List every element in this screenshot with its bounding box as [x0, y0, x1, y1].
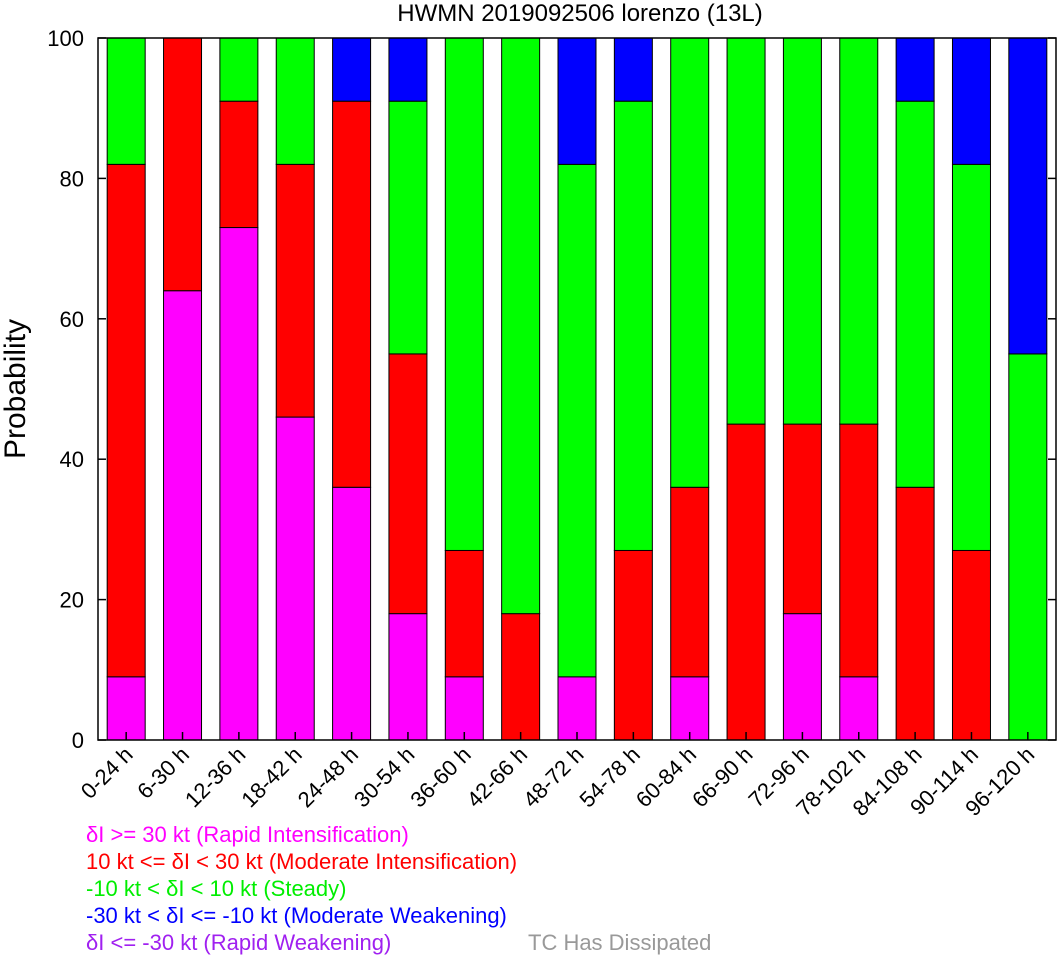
bar-mw-14: [895, 37, 935, 102]
y-tick-label-0: 0: [72, 728, 84, 753]
bar-steady-9: [613, 100, 653, 551]
legend-steady: -10 kt < δI < 10 kt (Steady): [86, 876, 346, 901]
bar-ri-10: [670, 676, 710, 741]
bar-steady-14: [895, 100, 935, 488]
bar-steady-13: [839, 37, 879, 425]
x-tick-label-0: 0-24 h: [76, 742, 138, 804]
x-tick-label-3: 18-42 h: [236, 742, 306, 812]
x-tick-label-2: 12-36 h: [180, 742, 250, 812]
x-tick-label-9: 54-78 h: [574, 742, 644, 812]
x-tick-label-5: 30-54 h: [349, 742, 419, 812]
bar-ri-1: [163, 290, 203, 741]
bar-mi-9: [613, 549, 653, 741]
bar-mi-14: [895, 486, 935, 741]
bar-mw-16: [1008, 37, 1048, 355]
bar-steady-5: [388, 100, 428, 355]
bar-mw-9: [613, 37, 653, 102]
y-tick-label-40: 40: [60, 447, 84, 472]
bar-mw-5: [388, 37, 428, 102]
bar-mi-3: [275, 163, 315, 418]
legend-mi: 10 kt <= δI < 30 kt (Moderate Intensific…: [86, 849, 517, 874]
bar-mi-6: [444, 549, 484, 678]
bar-ri-8: [557, 676, 597, 741]
y-axis-label: Probability: [0, 319, 32, 459]
bar-mi-13: [839, 423, 879, 678]
y-tick-label-80: 80: [60, 166, 84, 191]
x-tick-label-8: 48-72 h: [518, 742, 588, 812]
legend-mw: -30 kt < δI <= -10 kt (Moderate Weakenin…: [86, 903, 507, 928]
bar-steady-12: [782, 37, 822, 425]
bar-steady-8: [557, 163, 597, 678]
bar-mw-4: [332, 37, 372, 102]
legend-rw: δI <= -30 kt (Rapid Weakening): [86, 930, 391, 955]
bar-ri-0: [106, 676, 146, 741]
bar-steady-16: [1008, 353, 1048, 741]
bar-steady-0: [106, 37, 146, 165]
bar-ri-5: [388, 613, 428, 741]
x-tick-label-4: 24-48 h: [293, 742, 363, 812]
bar-mi-1: [163, 37, 203, 292]
bar-mi-2: [219, 100, 259, 229]
legend-ri: δI >= 30 kt (Rapid Intensification): [86, 822, 409, 847]
bar-ri-12: [782, 613, 822, 741]
y-tick-label-60: 60: [60, 307, 84, 332]
x-tick-label-6: 36-60 h: [405, 742, 475, 812]
bar-steady-7: [501, 37, 541, 615]
y-axis: 0 20 40 60 80 100: [47, 26, 1056, 753]
legend: δI >= 30 kt (Rapid Intensification) 10 k…: [86, 822, 711, 955]
bar-steady-2: [219, 37, 259, 102]
bar-ri-13: [839, 676, 879, 741]
bar-ri-3: [275, 416, 315, 741]
bar-steady-6: [444, 37, 484, 551]
bar-ri-2: [219, 227, 259, 741]
bar-ri-4: [332, 486, 372, 741]
x-tick-label-11: 66-90 h: [687, 742, 757, 812]
y-tick-label-20: 20: [60, 588, 84, 613]
y-tick-label-100: 100: [47, 26, 84, 51]
x-tick-label-7: 42-66 h: [462, 742, 532, 812]
bar-mi-5: [388, 353, 428, 615]
bar-mi-0: [106, 163, 146, 678]
bar-steady-3: [275, 37, 315, 165]
bar-steady-11: [726, 37, 766, 425]
bar-steady-15: [951, 163, 991, 551]
bar-mi-11: [726, 423, 766, 741]
bar-mw-8: [557, 37, 597, 165]
chart-title: HWMN 2019092506 lorenzo (13L): [397, 0, 763, 27]
x-tick-label-10: 60-84 h: [631, 742, 701, 812]
bar-mi-12: [782, 423, 822, 615]
bars-layer: [106, 37, 1048, 741]
bar-mi-15: [951, 549, 991, 741]
bar-mw-15: [951, 37, 991, 165]
x-axis: 0-24 h6-30 h12-36 h18-42 h24-48 h30-54 h…: [76, 732, 1039, 821]
bar-mi-10: [670, 486, 710, 678]
bar-mi-7: [501, 613, 541, 741]
bar-mi-4: [332, 100, 372, 488]
bar-ri-6: [444, 676, 484, 741]
legend-dissipated: TC Has Dissipated: [528, 930, 711, 955]
bar-steady-10: [670, 37, 710, 488]
